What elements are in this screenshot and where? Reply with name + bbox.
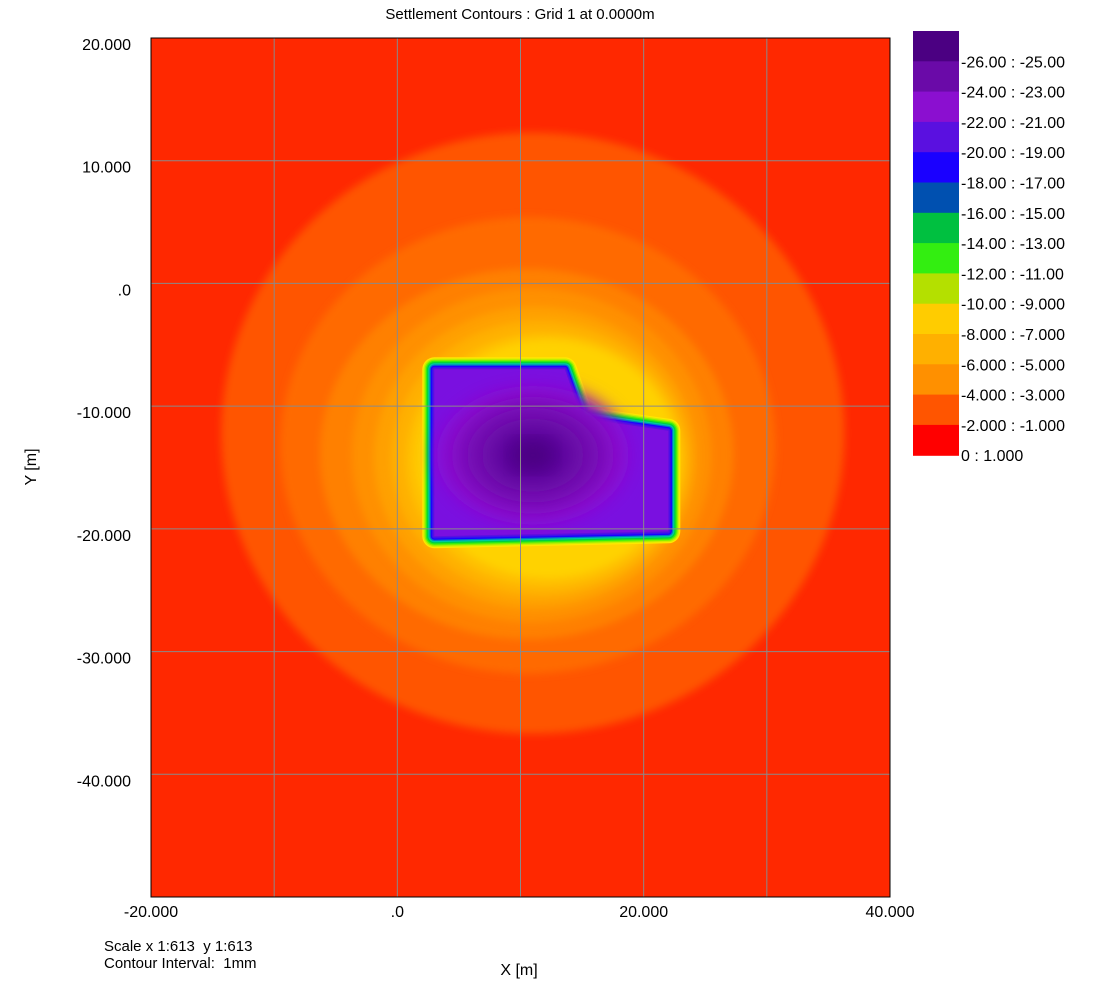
legend-label: -4.000 : -3.000 xyxy=(961,388,1065,405)
chart-title: Settlement Contours : Grid 1 at 0.0000m xyxy=(385,6,654,23)
legend-label: -12.00 : -11.00 xyxy=(961,266,1064,283)
legend: -26.00 : -25.00 -24.00 : -23.00 -22.00 : -… xyxy=(913,31,1065,465)
legend-swatch xyxy=(913,182,959,214)
legend-swatch xyxy=(913,152,959,184)
legend-label: -26.00 : -25.00 xyxy=(961,54,1065,71)
legend-swatch xyxy=(913,212,959,244)
legend-swatch xyxy=(913,334,959,365)
x-tick-labels: -20.000 .0 20.000 40.000 xyxy=(124,904,915,921)
legend-swatch xyxy=(913,243,959,274)
y-tick-labels: 20.000 10.000 .0 -10.000 -20.000 -30.000 -40.0… xyxy=(77,37,131,790)
y-tick-label: 20.000 xyxy=(82,37,131,54)
legend-label: -24.00 : -23.00 xyxy=(961,85,1065,102)
plot-area xyxy=(151,38,890,897)
legend-swatch xyxy=(913,364,959,396)
legend-label: -10.00 : -9.000 xyxy=(961,297,1065,314)
legend-label: -22.00 : -21.00 xyxy=(961,115,1065,132)
y-axis-label: Y [m] xyxy=(23,448,40,485)
loaded-area-contours xyxy=(422,357,681,549)
x-tick-label: .0 xyxy=(391,904,404,921)
legend-label: -14.00 : -13.00 xyxy=(961,236,1065,253)
y-tick-label: -30.000 xyxy=(77,651,131,668)
x-axis-label: X [m] xyxy=(500,962,537,979)
x-tick-label: 40.000 xyxy=(866,904,915,921)
y-tick-label: -20.000 xyxy=(77,528,131,545)
y-tick-label: -10.000 xyxy=(77,405,131,422)
legend-label: 0 : 1.000 xyxy=(961,448,1023,465)
legend-label: -16.00 : -15.00 xyxy=(961,206,1065,223)
legend-swatch xyxy=(913,424,959,456)
legend-label: -18.00 : -17.00 xyxy=(961,176,1065,193)
y-tick-label: 10.000 xyxy=(82,160,131,177)
legend-label: -8.000 : -7.000 xyxy=(961,327,1065,344)
x-tick-label: 20.000 xyxy=(619,904,668,921)
legend-label: -20.00 : -19.00 xyxy=(961,145,1065,162)
legend-swatch xyxy=(913,394,959,426)
legend-swatch xyxy=(913,31,959,62)
y-tick-label: -40.000 xyxy=(77,773,131,790)
legend-label: -6.000 : -5.000 xyxy=(961,357,1065,374)
legend-swatch xyxy=(913,303,959,335)
scale-note: Scale x 1:613 y 1:613 xyxy=(104,938,253,955)
y-tick-label: .0 xyxy=(118,282,131,299)
grid-lines xyxy=(150,37,891,898)
contour-interval-note: Contour Interval: 1mm xyxy=(104,955,257,972)
plot-frame xyxy=(150,37,891,898)
legend-swatch xyxy=(913,91,959,123)
legend-label: -2.000 : -1.000 xyxy=(961,418,1065,435)
legend-swatch xyxy=(913,61,959,93)
legend-swatch xyxy=(913,121,959,153)
legend-swatch xyxy=(913,273,959,305)
settlement-level-26 xyxy=(511,440,554,471)
x-tick-label: -20.000 xyxy=(124,904,178,921)
footer-notes: Scale x 1:613 y 1:613 Contour Interval: … xyxy=(104,938,257,972)
